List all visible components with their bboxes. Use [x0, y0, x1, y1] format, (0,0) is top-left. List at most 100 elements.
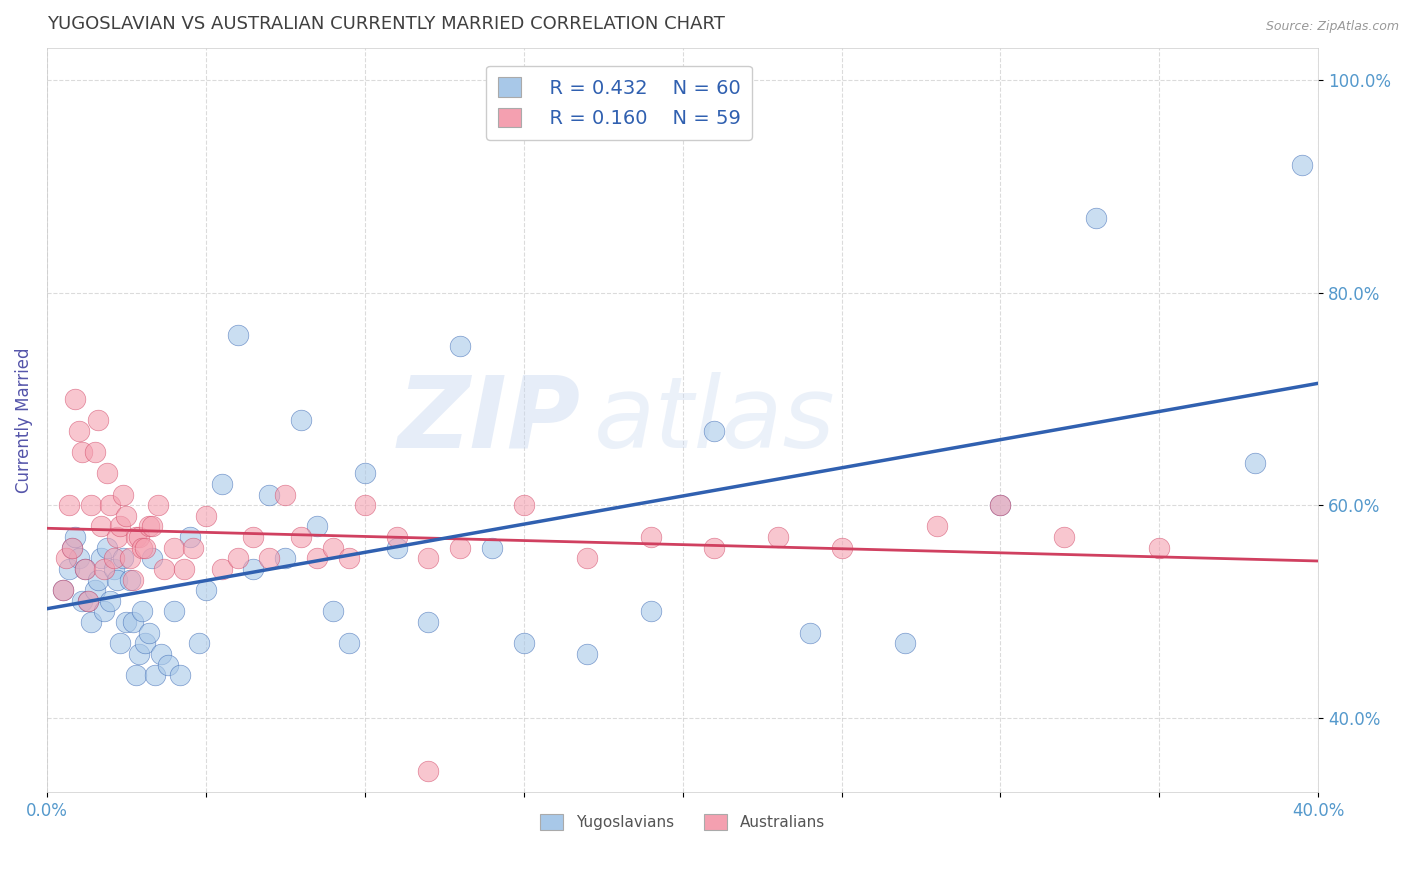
- Point: [87, 573, 110, 587]
- Point: [143, 668, 166, 682]
- Point: [112, 487, 135, 501]
- Point: [211, 477, 233, 491]
- Point: [105, 530, 128, 544]
- Point: [337, 636, 360, 650]
- Point: [77, 594, 100, 608]
- Point: [77, 594, 100, 608]
- Point: [108, 519, 131, 533]
- Point: [163, 604, 186, 618]
- Point: [118, 551, 141, 566]
- Point: [894, 636, 917, 650]
- Point: [181, 541, 204, 555]
- Point: [990, 498, 1012, 512]
- Point: [115, 508, 138, 523]
- Y-axis label: Currently Married: Currently Married: [15, 348, 32, 493]
- Point: [141, 551, 163, 566]
- Point: [108, 636, 131, 650]
- Point: [60, 541, 83, 555]
- Point: [163, 541, 186, 555]
- Point: [259, 551, 281, 566]
- Point: [449, 541, 471, 555]
- Point: [1084, 211, 1107, 226]
- Point: [1053, 530, 1076, 544]
- Point: [418, 551, 440, 566]
- Point: [138, 625, 160, 640]
- Point: [90, 519, 112, 533]
- Point: [169, 668, 191, 682]
- Point: [307, 551, 329, 566]
- Point: [103, 562, 125, 576]
- Point: [128, 530, 150, 544]
- Point: [322, 604, 344, 618]
- Point: [290, 413, 312, 427]
- Point: [799, 625, 821, 640]
- Point: [274, 487, 297, 501]
- Point: [146, 498, 169, 512]
- Point: [703, 541, 725, 555]
- Point: [640, 530, 662, 544]
- Point: [65, 392, 87, 406]
- Point: [83, 583, 105, 598]
- Point: [418, 764, 440, 778]
- Point: [73, 562, 96, 576]
- Point: [115, 615, 138, 629]
- Point: [70, 445, 93, 459]
- Point: [211, 562, 233, 576]
- Point: [87, 413, 110, 427]
- Point: [138, 519, 160, 533]
- Legend: Yugoslavians, Australians: Yugoslavians, Australians: [534, 808, 831, 837]
- Point: [353, 498, 375, 512]
- Point: [290, 530, 312, 544]
- Point: [194, 583, 217, 598]
- Point: [134, 541, 156, 555]
- Point: [512, 636, 534, 650]
- Point: [121, 615, 143, 629]
- Text: YUGOSLAVIAN VS AUSTRALIAN CURRENTLY MARRIED CORRELATION CHART: YUGOSLAVIAN VS AUSTRALIAN CURRENTLY MARR…: [46, 15, 724, 33]
- Point: [766, 530, 789, 544]
- Point: [118, 573, 141, 587]
- Point: [925, 519, 948, 533]
- Point: [90, 551, 112, 566]
- Point: [1243, 456, 1265, 470]
- Point: [70, 594, 93, 608]
- Point: [93, 604, 115, 618]
- Point: [80, 498, 103, 512]
- Point: [93, 562, 115, 576]
- Point: [105, 573, 128, 587]
- Point: [153, 562, 176, 576]
- Point: [1149, 541, 1171, 555]
- Point: [242, 562, 264, 576]
- Point: [640, 604, 662, 618]
- Point: [259, 487, 281, 501]
- Point: [274, 551, 297, 566]
- Text: Source: ZipAtlas.com: Source: ZipAtlas.com: [1265, 20, 1399, 33]
- Point: [418, 615, 440, 629]
- Point: [481, 541, 503, 555]
- Point: [188, 636, 211, 650]
- Point: [125, 668, 148, 682]
- Point: [242, 530, 264, 544]
- Point: [576, 551, 599, 566]
- Point: [226, 328, 249, 343]
- Text: atlas: atlas: [593, 372, 835, 468]
- Point: [1291, 158, 1313, 172]
- Point: [96, 541, 118, 555]
- Point: [307, 519, 329, 533]
- Point: [100, 498, 122, 512]
- Point: [52, 583, 75, 598]
- Point: [60, 541, 83, 555]
- Point: [100, 594, 122, 608]
- Point: [337, 551, 360, 566]
- Point: [73, 562, 96, 576]
- Point: [58, 498, 80, 512]
- Point: [353, 467, 375, 481]
- Point: [156, 657, 179, 672]
- Point: [576, 647, 599, 661]
- Point: [322, 541, 344, 555]
- Point: [65, 530, 87, 544]
- Point: [80, 615, 103, 629]
- Text: ZIP: ZIP: [398, 372, 581, 468]
- Point: [67, 551, 90, 566]
- Point: [385, 541, 408, 555]
- Point: [96, 467, 118, 481]
